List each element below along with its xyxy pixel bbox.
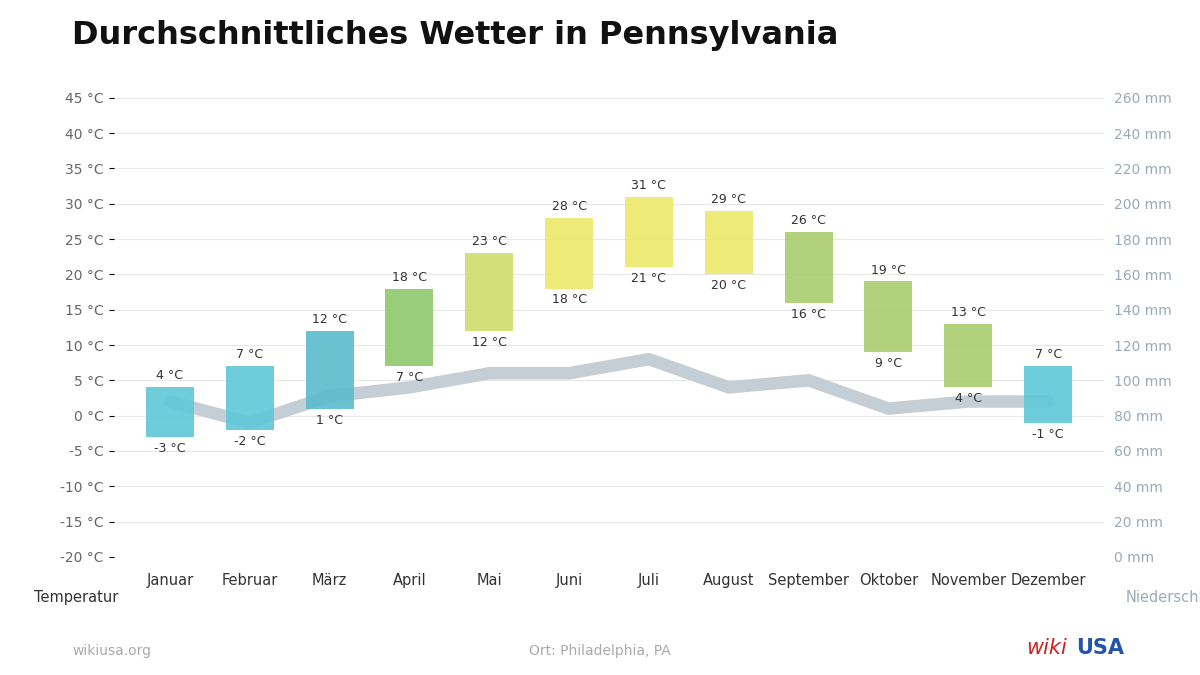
Text: 23 °C: 23 °C: [472, 236, 506, 248]
Text: 12 °C: 12 °C: [472, 336, 506, 349]
Bar: [466, 253, 514, 331]
Bar: [226, 367, 274, 430]
Text: 7 °C: 7 °C: [1034, 348, 1062, 361]
Text: 9 °C: 9 °C: [875, 357, 902, 370]
Text: 7 °C: 7 °C: [236, 348, 263, 361]
Text: Ort: Philadelphia, PA: Ort: Philadelphia, PA: [529, 644, 671, 658]
Bar: [625, 196, 673, 267]
Text: 16 °C: 16 °C: [791, 308, 826, 321]
Text: 4 °C: 4 °C: [955, 392, 982, 406]
Text: 28 °C: 28 °C: [552, 200, 587, 213]
Text: USA: USA: [1076, 638, 1124, 658]
Text: -3 °C: -3 °C: [154, 441, 186, 455]
Text: 18 °C: 18 °C: [392, 271, 427, 284]
Text: 19 °C: 19 °C: [871, 263, 906, 277]
Text: 31 °C: 31 °C: [631, 179, 666, 192]
Text: 21 °C: 21 °C: [631, 272, 666, 286]
Bar: [864, 281, 912, 352]
Bar: [545, 218, 593, 288]
Text: wikiusa.org: wikiusa.org: [72, 644, 151, 658]
Text: 12 °C: 12 °C: [312, 313, 347, 326]
Text: -1 °C: -1 °C: [1032, 428, 1064, 441]
Text: -2 °C: -2 °C: [234, 435, 265, 448]
Text: 4 °C: 4 °C: [156, 369, 184, 383]
Bar: [385, 288, 433, 367]
Bar: [944, 324, 992, 387]
Bar: [146, 387, 194, 437]
Text: wiki: wiki: [1026, 638, 1067, 658]
Text: Temperatur: Temperatur: [34, 590, 118, 605]
Text: 29 °C: 29 °C: [712, 193, 746, 206]
Text: Niederschl.: Niederschl.: [1126, 590, 1200, 605]
Bar: [1024, 367, 1072, 423]
Text: 26 °C: 26 °C: [791, 214, 826, 227]
Text: 1 °C: 1 °C: [316, 414, 343, 427]
Bar: [704, 211, 752, 275]
Text: 18 °C: 18 °C: [552, 294, 587, 306]
Bar: [306, 331, 354, 408]
Text: 20 °C: 20 °C: [712, 279, 746, 292]
Bar: [785, 232, 833, 302]
Text: 13 °C: 13 °C: [950, 306, 985, 319]
Text: Durchschnittliches Wetter in Pennsylvania: Durchschnittliches Wetter in Pennsylvani…: [72, 20, 839, 51]
Text: 7 °C: 7 °C: [396, 371, 422, 384]
